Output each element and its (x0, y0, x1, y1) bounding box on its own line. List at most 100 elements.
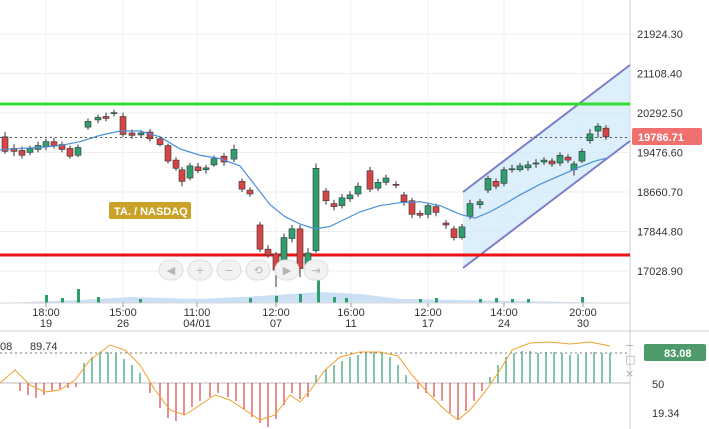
candle-body (432, 206, 440, 213)
volume-bar (61, 298, 64, 303)
volume-bar (511, 299, 514, 303)
candle-body (246, 189, 254, 195)
current-price-label: 19786.71 (638, 132, 684, 144)
time-tick-time: 12:00 (262, 307, 290, 319)
instrument-badge[interactable]: TA. / NASDAQ (109, 202, 191, 219)
osc-value-left: 08 (0, 341, 12, 353)
price-tick-label: 21924.30 (637, 29, 683, 41)
scroll-end-icon[interactable]: ⇥ (303, 259, 329, 281)
time-tick-time: 15:00 (109, 307, 137, 319)
volume-bar (299, 294, 302, 303)
candle-body (540, 159, 548, 163)
maximize-icon[interactable]: □ (625, 353, 635, 366)
price-axis-panel (630, 0, 709, 429)
zoom-out-icon[interactable]: − (216, 259, 242, 281)
candle-body (532, 162, 540, 165)
candle-body (128, 132, 136, 136)
close-icon[interactable]: × (625, 367, 634, 380)
time-tick-day: 19 (40, 318, 52, 330)
zoom-in-icon[interactable]: + (187, 259, 213, 281)
reset-zoom-icon[interactable]: ⟲ (245, 259, 271, 281)
volume-bar (97, 297, 100, 303)
candle-body (500, 169, 508, 184)
oscillator-panel (0, 341, 630, 427)
price-tick-label: 21108.40 (637, 69, 682, 81)
volume-bar (317, 279, 320, 303)
candle-body (416, 213, 424, 216)
candle-body (602, 127, 610, 138)
arrow-right-icon-glyph: ▶ (283, 264, 292, 277)
volume-bar (581, 297, 584, 303)
candle-body (548, 160, 556, 165)
candle-body (338, 197, 346, 206)
candle-body (354, 185, 362, 195)
price-tick-label: 17844.80 (637, 227, 683, 239)
volume-bar (419, 299, 422, 303)
arrow-left-icon[interactable]: ◀ (158, 259, 184, 281)
channel-lower-line (462, 140, 631, 269)
candle-body (330, 203, 338, 207)
candlesticks (1, 109, 610, 287)
candle-body (102, 116, 110, 119)
candle-body (84, 121, 92, 128)
candle-body (230, 149, 238, 160)
volume-bar (333, 297, 336, 303)
time-tick-time: 18:00 (32, 307, 60, 319)
channel-upper-line (462, 64, 631, 193)
time-tick-time: 11:00 (184, 307, 211, 319)
candle-body (74, 147, 82, 156)
osc-corner-controls[interactable]: −□× (625, 339, 635, 380)
time-tick-day: 07 (270, 318, 282, 330)
candle-body (408, 200, 416, 215)
price-tick-label: 18660.70 (637, 187, 683, 199)
minimize-icon[interactable]: − (625, 339, 634, 352)
price-tick-label: 20292.50 (637, 108, 683, 120)
candle-body (94, 117, 102, 121)
scroll-end-icon-glyph: ⇥ (311, 264, 320, 277)
candle-body (178, 169, 186, 182)
time-tick-time: 20:00 (569, 307, 597, 319)
moving-average (0, 130, 607, 230)
horizontal-levels[interactable] (0, 102, 630, 257)
volume-bar (275, 296, 278, 303)
osc-value-orange: 89.74 (30, 341, 58, 353)
candle-body (458, 226, 466, 238)
candle-body (382, 177, 390, 183)
candle-body (156, 138, 164, 145)
volume-bar (249, 298, 252, 303)
volume-bar (139, 299, 142, 303)
volume-bar (479, 299, 482, 303)
candle-body (210, 158, 218, 166)
arrow-left-icon-glyph: ◀ (167, 264, 176, 277)
time-tick-day: 26 (117, 318, 129, 330)
zoom-in-icon-glyph: + (195, 264, 204, 277)
candle-body (26, 148, 34, 153)
candle-body (516, 165, 524, 171)
candle-body (374, 182, 382, 189)
arrow-right-icon[interactable]: ▶ (274, 259, 300, 281)
candle-body (50, 141, 58, 146)
candle-body (594, 125, 602, 132)
candle-body (424, 205, 432, 215)
chart-toolbar[interactable]: ◀ + − ⟲ ▶ ⇥ (158, 259, 329, 281)
candle-body (238, 181, 246, 190)
toolbar-button-bg (274, 259, 300, 281)
price-axis-ticks: 21924.30 21108.40 20292.50 19476.60 18660.70… (637, 29, 683, 278)
toolbar-button-bg (245, 259, 271, 281)
candle-body (564, 156, 572, 161)
instrument-label: TA. / NASDAQ (114, 206, 188, 218)
candle-body (312, 168, 320, 251)
candle-body (400, 194, 408, 203)
time-tick-day: 30 (577, 318, 589, 330)
candle-body (256, 224, 264, 250)
toolbar-button-bg (187, 259, 213, 281)
candle-body (186, 165, 194, 179)
candle-body (484, 178, 492, 191)
time-tick-time: 14:00 (490, 307, 518, 319)
toolbar-button-bg (158, 259, 184, 281)
candle-body (66, 148, 74, 157)
trend-channel[interactable] (462, 64, 631, 269)
time-tick-day: 04/01 (183, 318, 211, 330)
candle-body (1, 136, 9, 152)
